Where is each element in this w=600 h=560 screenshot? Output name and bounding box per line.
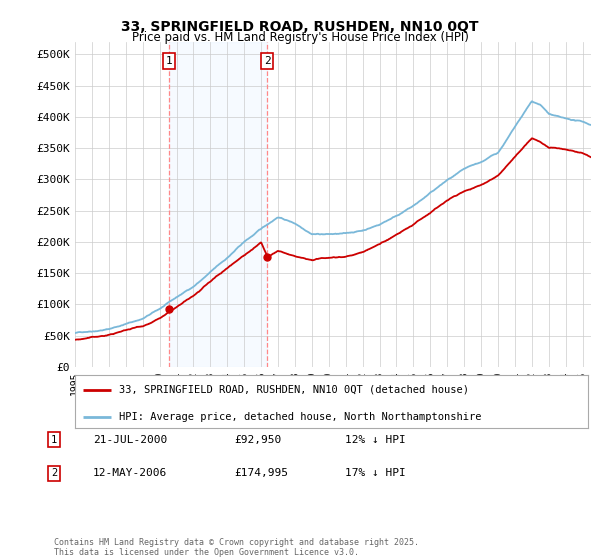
Text: £174,995: £174,995 bbox=[234, 468, 288, 478]
Text: 33, SPRINGFIELD ROAD, RUSHDEN, NN10 0QT: 33, SPRINGFIELD ROAD, RUSHDEN, NN10 0QT bbox=[121, 20, 479, 34]
Text: 21-JUL-2000: 21-JUL-2000 bbox=[93, 435, 167, 445]
Text: HPI: Average price, detached house, North Northamptonshire: HPI: Average price, detached house, Nort… bbox=[119, 412, 481, 422]
Text: 33, SPRINGFIELD ROAD, RUSHDEN, NN10 0QT (detached house): 33, SPRINGFIELD ROAD, RUSHDEN, NN10 0QT … bbox=[119, 385, 469, 395]
Text: Contains HM Land Registry data © Crown copyright and database right 2025.
This d: Contains HM Land Registry data © Crown c… bbox=[54, 538, 419, 557]
Text: 1: 1 bbox=[51, 435, 57, 445]
Text: 2: 2 bbox=[264, 56, 271, 66]
Text: 12-MAY-2006: 12-MAY-2006 bbox=[93, 468, 167, 478]
Text: 1: 1 bbox=[166, 56, 172, 66]
Text: Price paid vs. HM Land Registry's House Price Index (HPI): Price paid vs. HM Land Registry's House … bbox=[131, 31, 469, 44]
Bar bbox=[169, 42, 267, 367]
Text: 2: 2 bbox=[51, 468, 57, 478]
Text: 12% ↓ HPI: 12% ↓ HPI bbox=[345, 435, 406, 445]
Text: 17% ↓ HPI: 17% ↓ HPI bbox=[345, 468, 406, 478]
Text: £92,950: £92,950 bbox=[234, 435, 281, 445]
